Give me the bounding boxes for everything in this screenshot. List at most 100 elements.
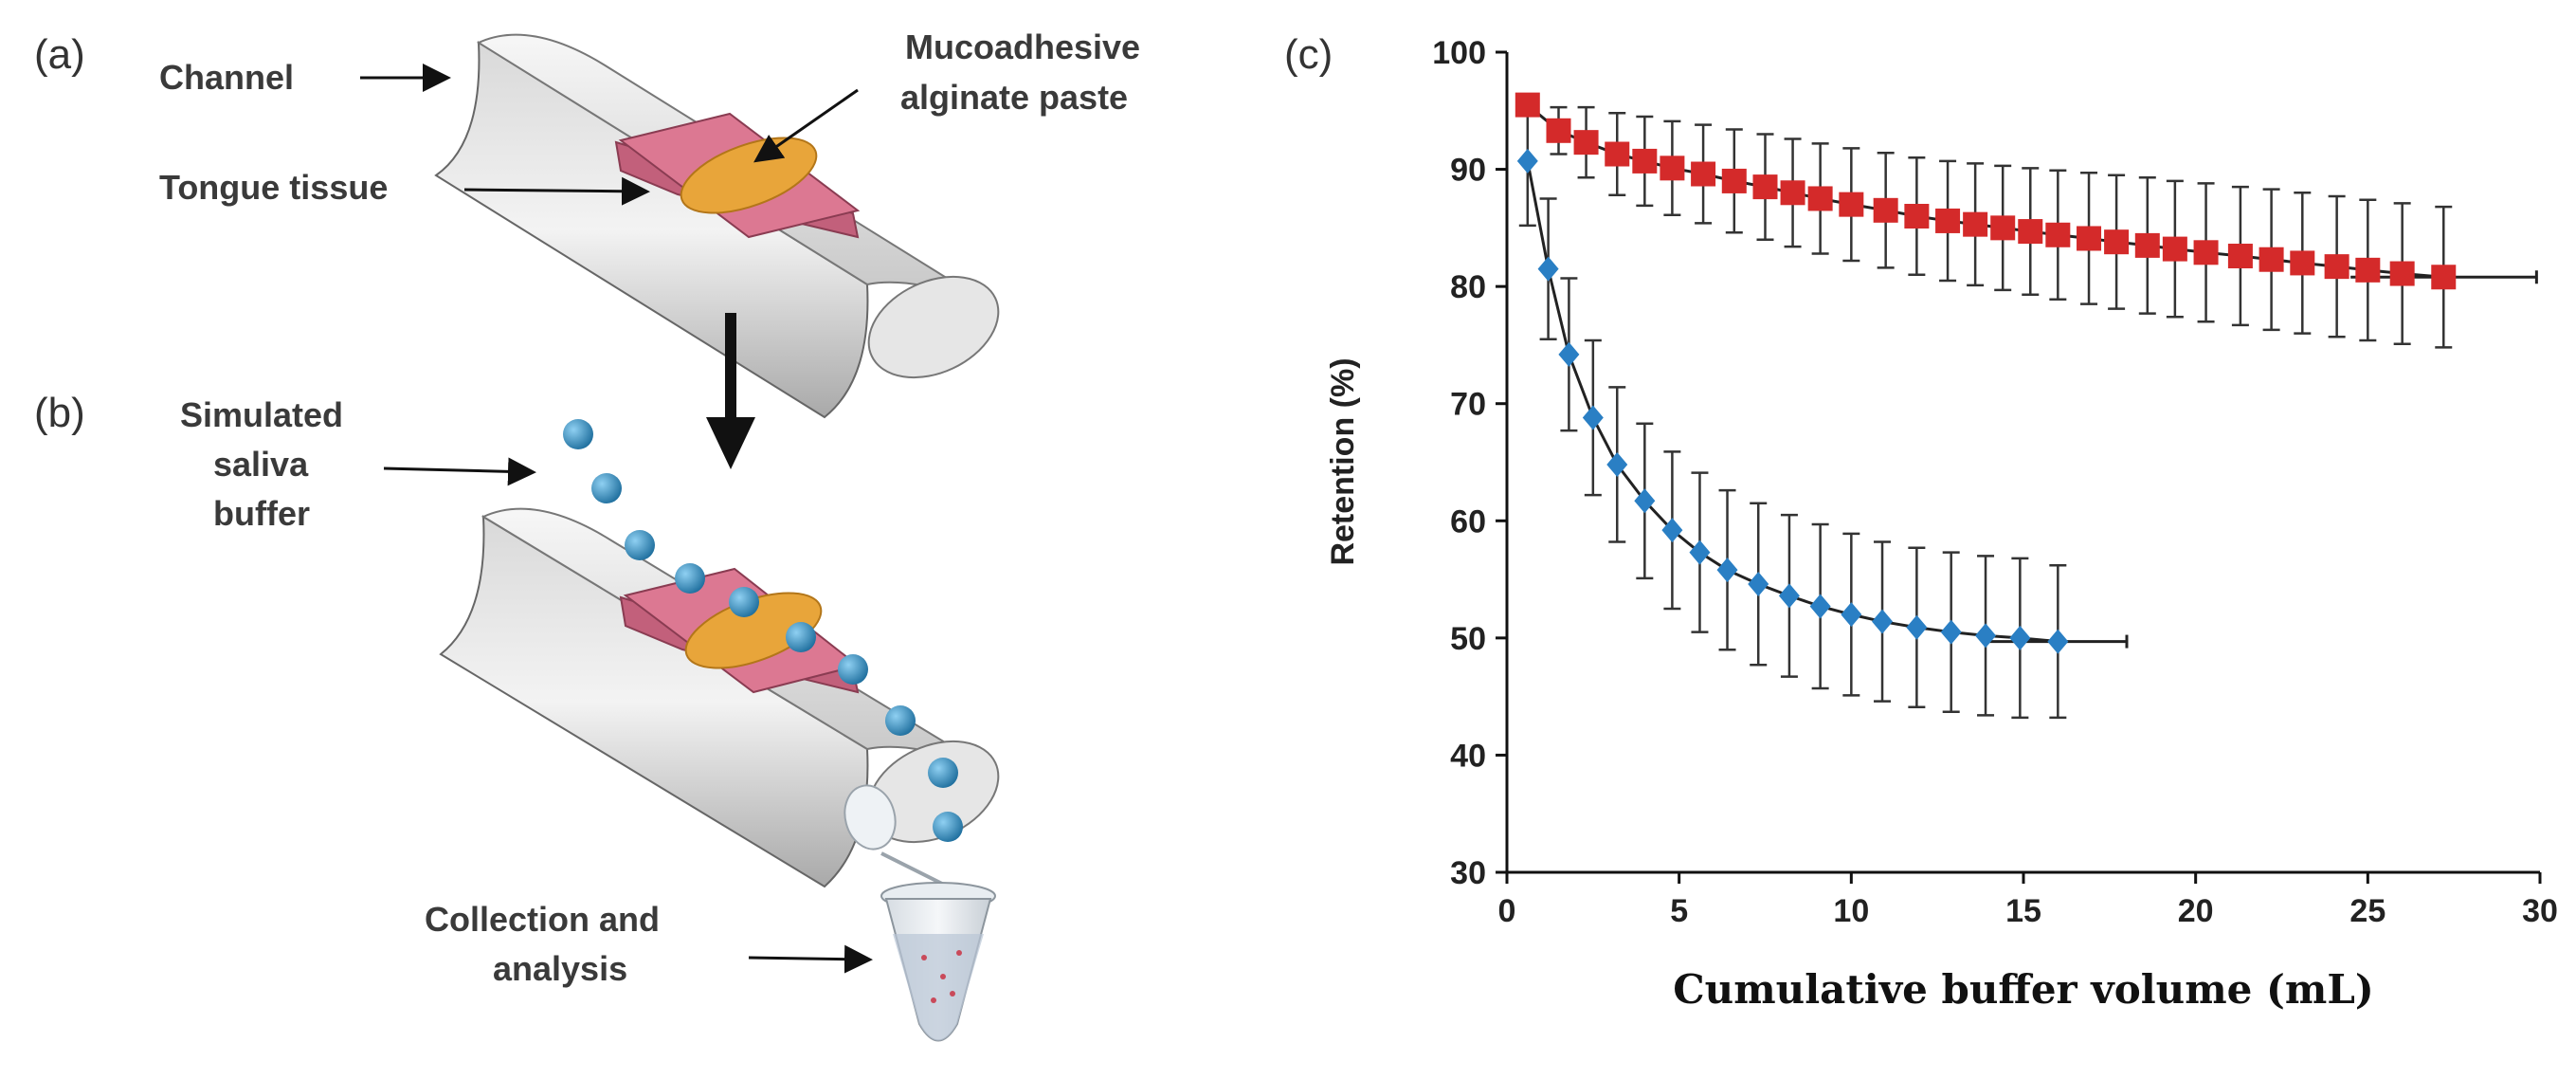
y-axis-label: Retention (%) xyxy=(1325,357,1361,565)
data-point-blue xyxy=(2009,625,2031,650)
data-point-red xyxy=(2290,250,2315,276)
data-point-red xyxy=(2077,226,2102,251)
data-point-red xyxy=(1605,141,1630,167)
collection-tube-icon xyxy=(844,784,996,1042)
data-point-red xyxy=(1632,148,1658,174)
data-point-blue xyxy=(1841,602,1862,628)
y-tick-label: 100 xyxy=(1432,35,1486,71)
data-point-blue xyxy=(1537,256,1559,282)
collection-label-line1: Collection and xyxy=(425,900,660,939)
data-point-red xyxy=(2389,261,2415,286)
y-tick-label: 40 xyxy=(1450,738,1486,774)
droplet-icon xyxy=(838,654,868,685)
data-point-red xyxy=(2431,265,2457,290)
x-tick-label: 15 xyxy=(2005,893,2041,929)
droplet-icon xyxy=(885,705,916,736)
panel-b: (b) Simulated saliva buffer xyxy=(34,390,1000,1042)
droplet-icon xyxy=(933,812,963,842)
data-point-red xyxy=(1807,186,1833,211)
y-tick-label: 70 xyxy=(1450,387,1486,423)
data-point-red xyxy=(1573,130,1599,155)
data-point-red xyxy=(1752,174,1778,200)
saliva-droplets xyxy=(563,419,963,842)
collection-arrow xyxy=(748,944,873,974)
droplet-icon xyxy=(675,563,705,594)
data-point-blue xyxy=(1716,558,1738,583)
paste-label-line2: alginate paste xyxy=(900,78,1128,117)
data-point-blue xyxy=(1872,609,1894,634)
x-tick-label: 20 xyxy=(2178,893,2214,929)
data-point-red xyxy=(1904,204,1930,229)
data-point-red xyxy=(1515,92,1540,118)
data-point-red xyxy=(2259,247,2284,272)
data-point-blue xyxy=(1975,623,1997,649)
panel-c: (c) 30 40 50 60 70 80 90 100 0 5 10 15 20 25 30 Reten… xyxy=(1284,31,2558,1013)
data-point-red xyxy=(2104,229,2130,255)
error-bars xyxy=(1518,94,2538,720)
droplet-icon xyxy=(786,622,816,652)
panel-label-a: (a) xyxy=(34,31,85,78)
x-tick-label: 0 xyxy=(1498,893,1516,929)
data-point-red xyxy=(2324,254,2349,280)
y-ticks: 30 40 50 60 70 80 90 100 xyxy=(1432,35,1507,891)
y-tick-label: 90 xyxy=(1450,153,1486,189)
data-point-blue xyxy=(1748,572,1769,597)
data-point-red xyxy=(1990,215,2016,241)
droplet-icon xyxy=(928,758,958,788)
data-point-blue xyxy=(1582,405,1604,430)
data-point-blue xyxy=(1940,619,1962,645)
data-point-blue xyxy=(1809,594,1831,619)
data-point-red xyxy=(1963,211,1988,237)
data-point-red xyxy=(1839,192,1864,217)
tissue-label: Tongue tissue xyxy=(159,168,388,207)
data-point-blue xyxy=(1516,148,1538,174)
data-point-red xyxy=(1546,118,1571,143)
data-point-red xyxy=(2045,222,2071,247)
data-point-red xyxy=(2162,236,2187,262)
data-point-blue xyxy=(2047,629,2069,654)
paste-label-line1: Mucoadhesive xyxy=(905,27,1140,66)
data-point-blue xyxy=(1634,488,1656,514)
data-point-red xyxy=(1780,180,1805,206)
data-point-red xyxy=(1873,197,1898,223)
data-point-blue xyxy=(1558,341,1580,367)
data-point-blue xyxy=(1661,518,1683,543)
data-point-blue xyxy=(1689,540,1711,565)
flow-arrow xyxy=(706,313,755,469)
panel-a: (a) Channel Mucoadhesive alginate paste … xyxy=(34,27,1140,419)
data-point-blue xyxy=(1906,614,1928,640)
channel-label: Channel xyxy=(159,58,294,97)
data-point-red xyxy=(2018,219,2043,245)
paste-arrow xyxy=(753,88,859,163)
data-point-red xyxy=(1935,208,1961,233)
channel-b xyxy=(439,507,1000,888)
y-tick-label: 50 xyxy=(1450,621,1486,657)
x-tick-label: 5 xyxy=(1670,893,1688,929)
saliva-label-line2: saliva xyxy=(213,445,309,484)
droplet-icon xyxy=(625,530,655,560)
y-tick-label: 80 xyxy=(1450,269,1486,305)
tissue-arrow xyxy=(463,176,650,206)
x-tick-label: 10 xyxy=(1833,893,1869,929)
x-tick-label: 30 xyxy=(2522,893,2558,929)
droplet-icon xyxy=(729,587,759,617)
retention-chart: 30 40 50 60 70 80 90 100 0 5 10 15 20 25 30 Retention… xyxy=(1325,35,2558,1013)
saliva-label-line1: Simulated xyxy=(180,395,343,434)
saliva-arrow xyxy=(383,457,536,486)
data-point-red xyxy=(2193,240,2219,265)
saliva-label-line3: buffer xyxy=(213,494,310,533)
droplet-icon xyxy=(591,473,622,503)
data-point-red xyxy=(2227,244,2253,269)
data-point-red xyxy=(1660,155,1685,181)
data-point-red xyxy=(1691,161,1716,187)
x-tick-label: 25 xyxy=(2349,893,2386,929)
panel-label-b: (b) xyxy=(34,390,85,436)
data-point-blue xyxy=(1778,583,1800,609)
y-tick-label: 60 xyxy=(1450,503,1486,540)
data-point-red xyxy=(2355,257,2381,283)
data-point-red xyxy=(1721,168,1747,193)
x-axis-label: Cumulative buffer volume (mL) xyxy=(1673,966,2373,1013)
droplet-icon xyxy=(563,419,593,449)
data-point-blue xyxy=(1606,451,1628,477)
